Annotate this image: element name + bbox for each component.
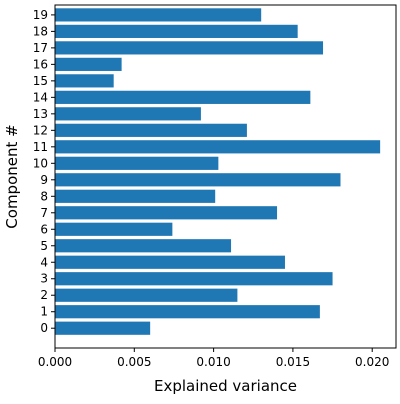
y-tick-label: 16 <box>33 57 48 71</box>
bar-component-7 <box>55 206 278 220</box>
bar-component-8 <box>55 189 216 203</box>
y-tick-label: 3 <box>40 272 48 286</box>
y-tick-label: 12 <box>33 123 48 137</box>
plot-frame <box>54 4 397 349</box>
bar-component-6 <box>55 222 173 236</box>
bar-component-16 <box>55 57 122 71</box>
bar-component-19 <box>55 8 262 22</box>
y-tick-label: 19 <box>33 8 48 22</box>
x-tick-label: 0.005 <box>117 355 151 369</box>
y-tick-label: 9 <box>40 173 48 187</box>
bar-component-11 <box>55 140 381 154</box>
y-tick-label: 1 <box>40 305 48 319</box>
bar-component-14 <box>55 90 311 104</box>
bar-component-0 <box>55 321 151 335</box>
y-tick-label: 10 <box>33 156 48 170</box>
bar-component-9 <box>55 173 341 187</box>
y-tick-label: 13 <box>33 107 48 121</box>
y-tick-label: 11 <box>33 140 48 154</box>
y-tick-label: 14 <box>33 90 48 104</box>
bar-component-5 <box>55 239 232 253</box>
bars-group <box>55 8 381 335</box>
bar-component-4 <box>55 255 285 269</box>
bar-component-18 <box>55 24 298 38</box>
bar-component-3 <box>55 272 333 286</box>
bar-component-1 <box>55 305 320 319</box>
bar-component-17 <box>55 41 324 55</box>
bar-component-2 <box>55 288 238 302</box>
x-ticks-group: 0.000 0.005 0.010 0.015 0.020 <box>38 348 389 369</box>
bar-component-15 <box>55 74 114 88</box>
bar-component-13 <box>55 107 201 121</box>
bar-component-10 <box>55 156 219 170</box>
y-tick-label: 6 <box>40 222 48 236</box>
x-tick-label: 0.010 <box>196 355 230 369</box>
x-tick-label: 0.000 <box>38 355 72 369</box>
bar-component-12 <box>55 123 247 137</box>
x-tick-label: 0.015 <box>276 355 310 369</box>
y-axis-label: Component # <box>3 124 21 228</box>
y-tick-label: 2 <box>40 288 48 302</box>
y-tick-label: 18 <box>33 24 48 38</box>
y-tick-label: 17 <box>33 41 48 55</box>
x-tick-label: 0.020 <box>355 355 389 369</box>
x-axis-label: Explained variance <box>154 377 297 395</box>
y-tick-label: 4 <box>40 255 48 269</box>
y-tick-label: 8 <box>40 189 48 203</box>
y-tick-label: 0 <box>40 321 48 335</box>
y-tick-label: 15 <box>33 74 48 88</box>
y-tick-label: 5 <box>40 239 48 253</box>
y-tick-label: 7 <box>40 206 48 220</box>
